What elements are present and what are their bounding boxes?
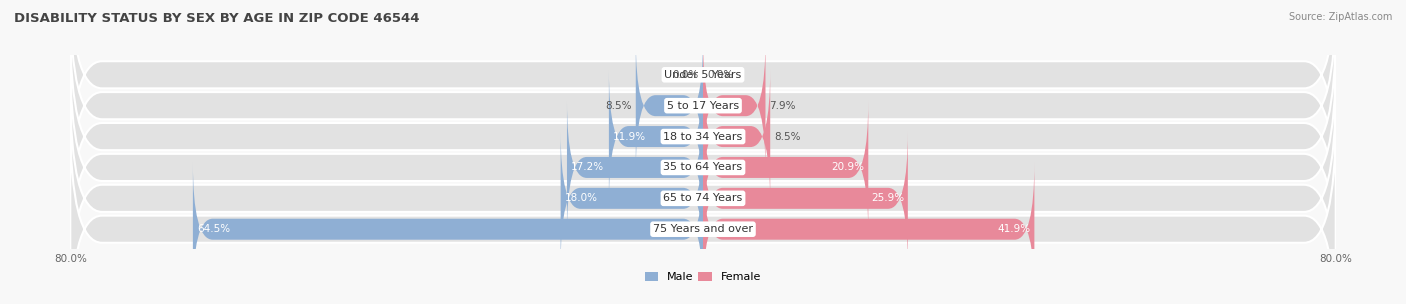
FancyBboxPatch shape: [561, 132, 703, 265]
Text: 7.9%: 7.9%: [769, 101, 796, 111]
FancyBboxPatch shape: [703, 101, 869, 234]
Text: 18 to 34 Years: 18 to 34 Years: [664, 132, 742, 142]
Text: 17.2%: 17.2%: [571, 162, 605, 172]
Text: 20.9%: 20.9%: [831, 162, 865, 172]
Text: 35 to 64 Years: 35 to 64 Years: [664, 162, 742, 172]
Text: DISABILITY STATUS BY SEX BY AGE IN ZIP CODE 46544: DISABILITY STATUS BY SEX BY AGE IN ZIP C…: [14, 12, 419, 25]
Text: 75 Years and over: 75 Years and over: [652, 224, 754, 234]
FancyBboxPatch shape: [70, 57, 1336, 277]
Text: 41.9%: 41.9%: [997, 224, 1031, 234]
Text: 64.5%: 64.5%: [197, 224, 231, 234]
FancyBboxPatch shape: [70, 0, 1336, 185]
FancyBboxPatch shape: [609, 70, 703, 203]
FancyBboxPatch shape: [703, 39, 765, 172]
Text: 18.0%: 18.0%: [565, 193, 598, 203]
Text: 0.0%: 0.0%: [673, 70, 699, 80]
Text: 5 to 17 Years: 5 to 17 Years: [666, 101, 740, 111]
FancyBboxPatch shape: [193, 163, 703, 296]
Text: 0.0%: 0.0%: [707, 70, 733, 80]
Text: 25.9%: 25.9%: [870, 193, 904, 203]
FancyBboxPatch shape: [70, 0, 1336, 216]
FancyBboxPatch shape: [70, 27, 1336, 247]
Text: Source: ZipAtlas.com: Source: ZipAtlas.com: [1288, 12, 1392, 22]
FancyBboxPatch shape: [70, 88, 1336, 304]
FancyBboxPatch shape: [567, 101, 703, 234]
FancyBboxPatch shape: [703, 132, 908, 265]
FancyBboxPatch shape: [636, 39, 703, 172]
Text: 8.5%: 8.5%: [775, 132, 800, 142]
Legend: Male, Female: Male, Female: [641, 267, 765, 287]
Text: 8.5%: 8.5%: [606, 101, 631, 111]
Text: 11.9%: 11.9%: [613, 132, 645, 142]
Text: Under 5 Years: Under 5 Years: [665, 70, 741, 80]
FancyBboxPatch shape: [70, 119, 1336, 304]
Text: 65 to 74 Years: 65 to 74 Years: [664, 193, 742, 203]
FancyBboxPatch shape: [703, 163, 1035, 296]
FancyBboxPatch shape: [703, 70, 770, 203]
